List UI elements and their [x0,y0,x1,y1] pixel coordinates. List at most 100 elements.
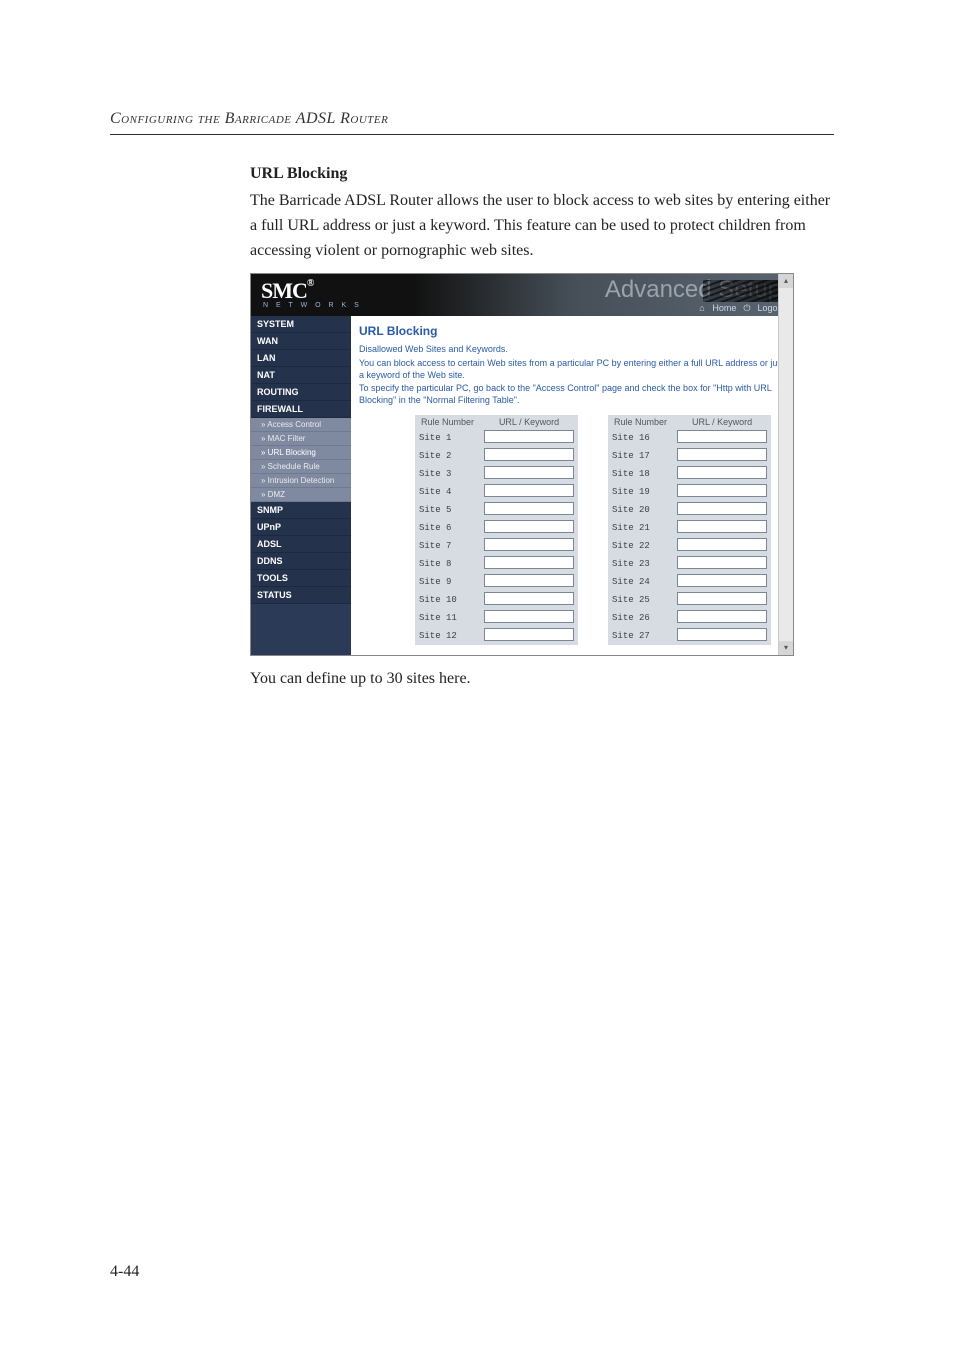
keyword-input[interactable] [677,556,767,569]
table-gap [578,415,608,429]
keyword-input[interactable] [484,502,574,515]
rule-right: Site 18 [608,465,673,483]
logo-reg: ® [307,278,313,289]
sidebar-item-system[interactable]: SYSTEM [251,316,351,333]
sidebar-sub-dmz[interactable]: » DMZ [251,488,351,502]
sidebar-item-lan[interactable]: LAN [251,350,351,367]
rule-right: Site 23 [608,555,673,573]
sidebar-item-ddns[interactable]: DDNS [251,553,351,570]
table-row: Site 12 Site 27 [359,627,771,645]
keyword-input[interactable] [484,556,574,569]
rule-right: Site 27 [608,627,673,645]
sidebar-sub-intrusion-detection[interactable]: » Intrusion Detection [251,474,351,488]
rule-left: Site 9 [415,573,480,591]
keyword-input-cell [480,429,578,447]
logout-icon: ⏻ [743,303,751,314]
rule-left: Site 3 [415,465,480,483]
keyword-input[interactable] [677,592,767,605]
header-rule [110,134,834,135]
rule-right: Site 24 [608,573,673,591]
keyword-input[interactable] [484,466,574,479]
document-page: Configuring the Barricade ADSL Router UR… [0,0,954,1351]
sidebar: SYSTEM WAN LAN NAT ROUTING FIREWALL » Ac… [251,316,351,654]
running-head: Configuring the Barricade ADSL Router [110,110,834,128]
rule-right: Site 21 [608,519,673,537]
keyword-input[interactable] [677,520,767,533]
rule-right: Site 22 [608,537,673,555]
scroll-down-icon[interactable]: ▾ [779,641,793,655]
sidebar-item-upnp[interactable]: UPnP [251,519,351,536]
table-row: Site 6 Site 21 [359,519,771,537]
sidebar-sub-url-blocking[interactable]: » URL Blocking [251,446,351,460]
advanced-setup-text: Advanced Setup [605,276,781,303]
sidebar-sub-schedule-rule[interactable]: » Schedule Rule [251,460,351,474]
table-row: Site 3 Site 18 [359,465,771,483]
sidebar-item-tools[interactable]: TOOLS [251,570,351,587]
keyword-input[interactable] [484,484,574,497]
content-pane: URL Blocking Disallowed Web Sites and Ke… [351,316,793,654]
sidebar-item-nat[interactable]: NAT [251,367,351,384]
keyword-input[interactable] [484,448,574,461]
sidebar-sub-mac-filter[interactable]: » MAC Filter [251,432,351,446]
col-rule-right: Rule Number [608,415,673,429]
keyword-input[interactable] [677,502,767,515]
rule-left: Site 12 [415,627,480,645]
rule-left: Site 6 [415,519,480,537]
sidebar-item-wan[interactable]: WAN [251,333,351,350]
keyword-input[interactable] [677,466,767,479]
rule-left: Site 10 [415,591,480,609]
keyword-input[interactable] [677,448,767,461]
rule-left: Site 2 [415,447,480,465]
keyword-input[interactable] [484,574,574,587]
rule-left: Site 8 [415,555,480,573]
rule-left: Site 4 [415,483,480,501]
table-row: Site 10 Site 25 [359,591,771,609]
smc-logo: SMC® [261,278,313,304]
rule-right: Site 20 [608,501,673,519]
keyword-input[interactable] [677,628,767,641]
keyword-input[interactable] [484,520,574,533]
rule-right: Site 25 [608,591,673,609]
sidebar-sub-access-control[interactable]: » Access Control [251,418,351,432]
content-desc2: You can block access to certain Web site… [359,358,785,381]
table-row: Site 2 Site 17 [359,447,771,465]
keyword-input[interactable] [677,430,767,443]
top-links: ⌂ Home ⏻ Logout [694,303,785,314]
table-row: Site 7 Site 22 [359,537,771,555]
table-row: Site 4 Site 19 [359,483,771,501]
sidebar-item-adsl[interactable]: ADSL [251,536,351,553]
router-header: SMC® N E T W O R K S Advanced Setup ⌂ Ho… [251,274,793,316]
sidebar-item-snmp[interactable]: SNMP [251,502,351,519]
keyword-input[interactable] [484,538,574,551]
section-title: URL Blocking [250,165,834,183]
sidebar-item-firewall[interactable]: FIREWALL [251,401,351,418]
rule-left: Site 11 [415,609,480,627]
scrollbar[interactable]: ▴ ▾ [778,274,793,654]
table-indent [359,415,415,429]
rule-right: Site 26 [608,609,673,627]
scroll-up-icon[interactable]: ▴ [779,274,793,288]
col-key-right: URL / Keyword [673,415,771,429]
logo-subtext: N E T W O R K S [263,302,362,309]
content-desc3: To specify the particular PC, go back to… [359,383,785,406]
sidebar-item-routing[interactable]: ROUTING [251,384,351,401]
sidebar-item-status[interactable]: STATUS [251,587,351,604]
keyword-input[interactable] [677,484,767,497]
keyword-input[interactable] [484,430,574,443]
rule-left: Site 5 [415,501,480,519]
keyword-input[interactable] [677,610,767,623]
keyword-input[interactable] [484,592,574,605]
keyword-input[interactable] [677,574,767,587]
rule-left: Site 1 [415,429,480,447]
content-title: URL Blocking [359,324,785,338]
keyword-input[interactable] [484,610,574,623]
keyword-input-cell [673,429,771,447]
page-number: 4-44 [110,1263,139,1281]
col-key-left: URL / Keyword [480,415,578,429]
keyword-input[interactable] [677,538,767,551]
body-paragraph: The Barricade ADSL Router allows the use… [250,189,834,263]
table-row: Site 1 Site 16 [359,429,771,447]
keyword-input[interactable] [484,628,574,641]
table-row: Site 8 Site 23 [359,555,771,573]
home-link[interactable]: Home [712,303,736,313]
